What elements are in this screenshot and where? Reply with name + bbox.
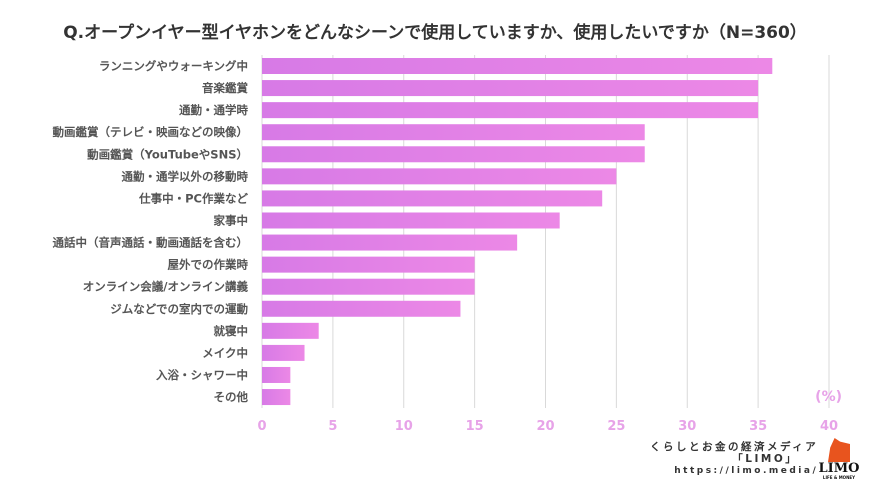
logo-sub: LIFE & MONEY [822,475,856,480]
bar [262,389,291,406]
category-label: 就寝中 [214,324,249,338]
category-label: 通勤・通学以外の移動時 [122,169,249,183]
category-label: 音楽鑑賞 [202,81,248,95]
limo-logo: LIMO LIFE & MONEY [818,438,860,480]
chart-title: Q.オープンイヤー型イヤホンをどんなシーンで使用していますか、使用したいですか（… [63,23,807,43]
category-label: オンライン会議/オンライン講義 [83,280,249,294]
bar [262,146,645,163]
x-tick-label: 30 [678,419,696,434]
x-tick-label: 40 [820,419,838,434]
bar [262,80,759,97]
bar [262,366,291,383]
logo-name: LIMO [818,461,860,476]
category-label: ランニングやウォーキング中 [99,59,248,73]
bar [262,278,475,295]
brand-line1: くらしとお金の経済メディア [650,441,819,453]
bar [262,212,560,229]
bar [262,58,773,74]
category-label: 動画鑑賞（YouTubeやSNS） [87,147,248,161]
category-label: 家事中 [214,213,249,227]
x-tick-label: 10 [395,419,413,434]
bar [262,300,461,317]
category-label: 通話中（音声通話・動画通話を含む） [53,236,249,250]
brand-url: https://limo.media/ [674,466,819,476]
bar [262,168,617,185]
category-label: 入浴・シャワー中 [156,368,248,382]
bar-chart: ランニングやウォーキング中音楽鑑賞通勤・通学時動画鑑賞（テレビ・映画などの映像）… [53,55,842,434]
bar [262,234,518,251]
x-tick-label: 35 [749,419,767,434]
bar [262,256,475,273]
bar [262,102,759,119]
bar [262,190,603,207]
x-tick-label: 25 [607,419,625,434]
category-label: メイク中 [202,346,248,360]
category-label: 通勤・通学時 [179,103,248,117]
bar [262,322,319,339]
logo-mark-icon [828,438,850,462]
bar [262,344,305,361]
category-label: ジムなどでの室内での運動 [110,302,248,316]
x-tick-label: 5 [328,419,337,434]
category-label: 動画鑑賞（テレビ・映画などの映像） [53,125,249,139]
x-tick-label: 15 [466,419,484,434]
category-label: 仕事中・PC作業など [138,191,248,205]
x-tick-label: 20 [536,419,554,434]
brand-line2: 「LIMO」 [732,453,799,465]
unit-label: (%) [815,389,842,405]
x-tick-label: 0 [257,419,266,434]
category-label: その他 [214,390,249,404]
brand-text: くらしとお金の経済メディア 「LIMO」 https://limo.media/ [650,441,818,477]
bar [262,124,645,141]
category-label: 屋外での作業時 [168,258,249,272]
